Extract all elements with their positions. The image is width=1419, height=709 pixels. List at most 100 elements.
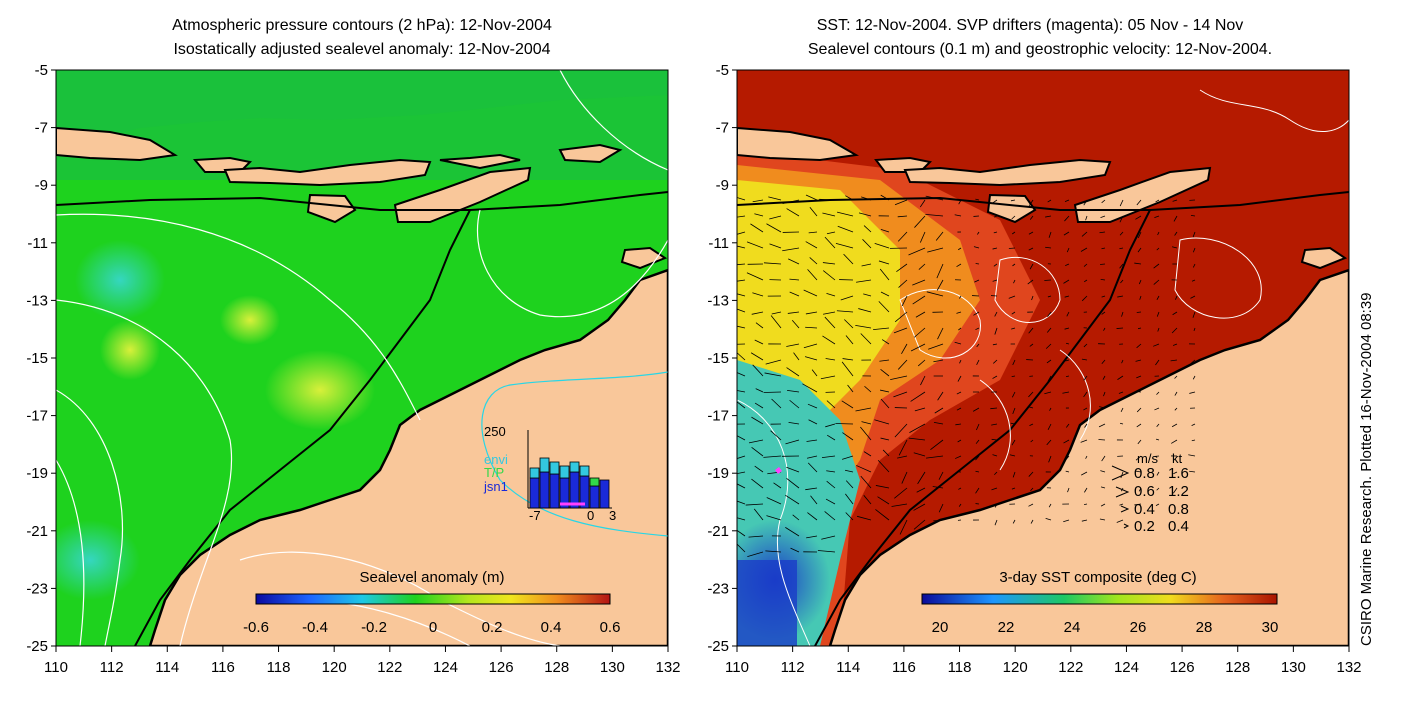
- velocity-arrow: [937, 327, 944, 340]
- colorbar-ramp: [255, 593, 611, 605]
- velocity-arrow: [844, 469, 854, 473]
- velocity-arrow: [1011, 311, 1016, 315]
- colorbar-tick: -0.4: [302, 619, 328, 636]
- velocity-arrow: [934, 407, 944, 414]
- legend-jsn1: jsn1: [483, 479, 508, 494]
- left-title-line2: Isostatically adjusted sealevel anomaly:…: [173, 41, 550, 58]
- x-tick-label: 132: [1336, 659, 1361, 676]
- velocity-arrow: [847, 384, 854, 393]
- velocity-arrow: [789, 399, 800, 409]
- velocity-arrow: [754, 465, 764, 473]
- velocity-arrow: [874, 243, 890, 249]
- sealevel-contour: [1199, 89, 1349, 133]
- velocity-arrow: [807, 462, 818, 473]
- velocity-arrow: [1010, 199, 1016, 202]
- velocity-arrow: [1192, 311, 1196, 318]
- colorbar-tick: 0.6: [600, 619, 621, 636]
- velocity-arrow: [1117, 295, 1124, 298]
- island: [558, 143, 623, 164]
- x-tick-label: 124: [1114, 659, 1139, 676]
- velocity-arrow: [917, 471, 926, 485]
- velocity-arrow: [1116, 519, 1124, 523]
- pressure-contour: [559, 70, 668, 171]
- velocity-arrow: [845, 195, 854, 201]
- velocity-arrow: [894, 199, 908, 206]
- left-map: [56, 70, 668, 646]
- velocity-arrow: [880, 368, 890, 377]
- colorbar-tick: -0.2: [361, 619, 387, 636]
- colorbar-ticks: 20 22 24 26 28 30: [932, 619, 1279, 636]
- velocity-arrow: [806, 439, 818, 442]
- inset-xtick: -7: [529, 508, 541, 523]
- velocity-arrow: [1135, 359, 1142, 362]
- velocity-arrow: [769, 215, 782, 220]
- key-kt-value: 0.8: [1168, 501, 1189, 518]
- velocity-arrow: [752, 199, 764, 203]
- velocity-arrow: [1190, 214, 1196, 217]
- velocity-arrow: [897, 231, 908, 242]
- velocity-arrow: [925, 213, 944, 217]
- velocity-vectors: [737, 194, 1196, 557]
- velocity-arrow: [1028, 327, 1034, 334]
- velocity-arrow: [1156, 391, 1160, 395]
- velocity-arrow: [785, 439, 800, 445]
- velocity-arrow: [826, 292, 836, 297]
- velocity-arrow: [817, 550, 836, 553]
- velocity-arrow: [863, 225, 872, 233]
- key-header-kt: kt: [1172, 451, 1183, 466]
- velocity-arrow: [1137, 327, 1142, 330]
- velocity-arrow: [956, 311, 962, 314]
- velocity-arrow: [916, 487, 926, 493]
- velocity-arrow: [806, 535, 818, 539]
- velocity-arrow: [1191, 423, 1196, 426]
- velocity-arrow: [1136, 407, 1142, 413]
- velocity-arrow: [785, 494, 800, 505]
- velocity-arrow: [975, 198, 980, 201]
- velocity-arrow: [1029, 263, 1034, 270]
- velocity-arrow: [858, 308, 872, 313]
- velocity-arrow: [1101, 247, 1106, 250]
- velocity-arrow: [1155, 199, 1160, 203]
- velocity-arrow: [1172, 199, 1178, 202]
- velocity-arrow: [1171, 439, 1178, 444]
- x-tick-label: 118: [948, 659, 972, 676]
- velocity-arrow: [1064, 455, 1070, 461]
- velocity-arrow: [788, 421, 800, 425]
- x-tick-label: 132: [655, 659, 680, 676]
- velocity-arrow: [955, 423, 962, 426]
- velocity-arrow: [936, 279, 944, 291]
- velocity-arrow: [977, 231, 980, 235]
- sealevel-contour: [899, 289, 981, 359]
- northern-sea-band: [56, 70, 668, 180]
- velocity-arrow: [822, 262, 836, 265]
- x-tick-label: 112: [781, 659, 805, 676]
- velocity-arrow: [803, 289, 818, 297]
- velocity-arrow: [824, 316, 836, 329]
- x-tick-label: 114: [836, 659, 860, 676]
- key-ms-value: 0.8: [1134, 465, 1155, 482]
- velocity-arrow: [992, 375, 998, 379]
- velocity-arrow: [787, 389, 800, 393]
- velocity-arrow: [993, 215, 998, 218]
- velocity-arrow: [1102, 375, 1106, 380]
- velocity-arrow: [910, 391, 926, 402]
- island-timor: [1073, 166, 1212, 223]
- velocity-arrow: [1012, 359, 1016, 366]
- velocity-arrow: [1190, 295, 1196, 299]
- velocity-arrow: [826, 470, 836, 473]
- velocity-arrow: [1153, 343, 1160, 347]
- velocity-arrow: [1139, 295, 1142, 300]
- velocity-arrow: [793, 352, 800, 361]
- key-kt-value: 1.6: [1168, 465, 1189, 482]
- velocity-arrow: [745, 503, 764, 506]
- key-arrow: [1123, 523, 1130, 529]
- velocity-arrow: [861, 263, 872, 267]
- velocity-arrow: [880, 291, 890, 297]
- velocity-arrow: [994, 503, 998, 508]
- velocity-arrow: [901, 295, 908, 307]
- velocity-arrow: [975, 327, 980, 331]
- velocity-arrow: [913, 327, 926, 338]
- velocity-arrow: [897, 359, 908, 370]
- velocity-arrow: [771, 311, 782, 315]
- velocity-arrow: [766, 223, 782, 233]
